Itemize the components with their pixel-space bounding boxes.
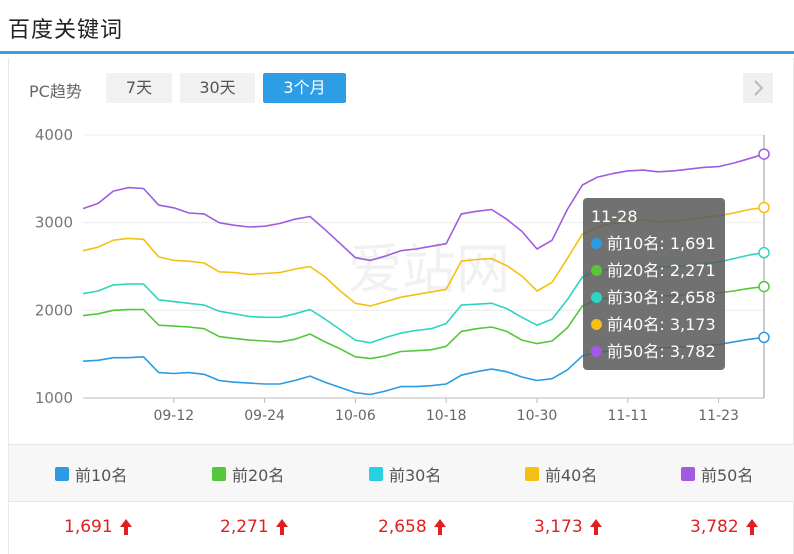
up-arrow-icon [589, 519, 602, 535]
up-arrow-icon [119, 519, 132, 535]
tooltip-value: 前50名: 3,782 [607, 342, 716, 361]
legend-item-top40[interactable]: 前40名 [525, 462, 597, 486]
chevron-right-icon [754, 80, 764, 96]
value-text: 1,691 [64, 517, 113, 537]
tooltip-row: 前40名: 3,173 [591, 311, 717, 338]
x-tick-label: 10-18 [426, 408, 467, 424]
value-top20: 2,271 [220, 517, 289, 537]
tab-3months[interactable]: 3个月 [263, 73, 346, 103]
x-tick-label: 09-12 [153, 408, 194, 424]
legend: 前10名 前20名 前30名 前40名 前50名 [9, 444, 794, 502]
series-end-point [758, 280, 770, 293]
tooltip-row: 前50名: 3,782 [591, 338, 717, 365]
value-text: 2,658 [378, 517, 427, 537]
tooltip-row: 前30名: 2,658 [591, 284, 717, 311]
value-top30: 2,658 [378, 517, 447, 537]
legend-label: 前40名 [545, 466, 598, 485]
tooltip-value: 前20名: 2,271 [607, 261, 716, 280]
chart-tooltip: 11-28 前10名: 1,691 前20名: 2,271 前30名: 2,65… [583, 198, 725, 370]
legend-swatch-icon [55, 467, 69, 481]
legend-label: 前20名 [232, 466, 285, 485]
series-end-point [758, 148, 770, 160]
legend-item-top50[interactable]: 前50名 [681, 462, 753, 486]
trend-label: PC趋势 [29, 82, 82, 101]
value-text: 3,782 [690, 517, 739, 537]
up-arrow-icon [433, 519, 446, 535]
tab-30days[interactable]: 30天 [180, 73, 255, 103]
legend-swatch-icon [369, 467, 383, 481]
series-dot-icon [591, 265, 602, 276]
value-text: 2,271 [220, 517, 269, 537]
tooltip-value: 前30名: 2,658 [607, 288, 716, 307]
x-tick-label: 11-23 [698, 408, 739, 424]
series-dot-icon [591, 319, 602, 330]
up-arrow-icon [745, 519, 758, 535]
up-arrow-icon [275, 519, 288, 535]
chart-area: 1000 2000 3000 4000 09-12 09-24 10-06 10-18 10-3… [9, 118, 794, 444]
y-tick-label: 2000 [35, 301, 73, 319]
legend-label: 前10名 [75, 466, 128, 485]
series-line [82, 153, 765, 262]
watermark: 爱站网 [348, 238, 510, 301]
series-dot-icon [591, 238, 602, 249]
page-header: 百度关键词 [0, 0, 794, 54]
value-top40: 3,173 [534, 517, 603, 537]
series-end-point [758, 331, 770, 344]
series-dot-icon [591, 292, 602, 303]
trend-chart: 1000 2000 3000 4000 09-12 09-24 10-06 10-18 10-3… [35, 126, 770, 424]
legend-label: 前50名 [701, 466, 754, 485]
legend-item-top30[interactable]: 前30名 [369, 462, 441, 486]
tooltip-row: 前10名: 1,691 [591, 230, 717, 257]
value-top50: 3,782 [690, 517, 759, 537]
x-tick-label: 10-06 [335, 408, 376, 424]
series-end-point [758, 246, 770, 259]
tooltip-row: 前20名: 2,271 [591, 257, 717, 284]
tooltip-date: 11-28 [591, 207, 638, 226]
legend-item-top10[interactable]: 前10名 [55, 462, 127, 486]
value-top10: 1,691 [64, 517, 133, 537]
tooltip-value: 前40名: 3,173 [607, 315, 716, 334]
current-values: 1,691 2,271 2,658 3,173 3,782 [9, 502, 794, 554]
toolbar: PC趋势 7天 30天 3个月 [9, 58, 794, 118]
legend-swatch-icon [212, 467, 226, 481]
legend-item-top20[interactable]: 前20名 [212, 462, 284, 486]
x-tick-label: 10-30 [517, 408, 558, 424]
next-button[interactable] [743, 73, 773, 103]
trend-panel: PC趋势 7天 30天 3个月 1000 2000 3000 4000 09-12 09-… [8, 58, 794, 554]
legend-label: 前30名 [389, 466, 442, 485]
tooltip-value: 前10名: 1,691 [607, 234, 716, 253]
y-tick-label: 4000 [35, 126, 73, 144]
y-tick-label: 3000 [35, 214, 73, 232]
page-title: 百度关键词 [8, 18, 124, 43]
y-tick-label: 1000 [35, 389, 73, 407]
series-dot-icon [591, 346, 602, 357]
legend-swatch-icon [681, 467, 695, 481]
x-tick-label: 09-24 [244, 408, 285, 424]
value-text: 3,173 [534, 517, 583, 537]
x-tick-label: 11-11 [607, 408, 648, 424]
series-end-point [758, 201, 770, 214]
legend-swatch-icon [525, 467, 539, 481]
tab-7days[interactable]: 7天 [106, 73, 172, 103]
